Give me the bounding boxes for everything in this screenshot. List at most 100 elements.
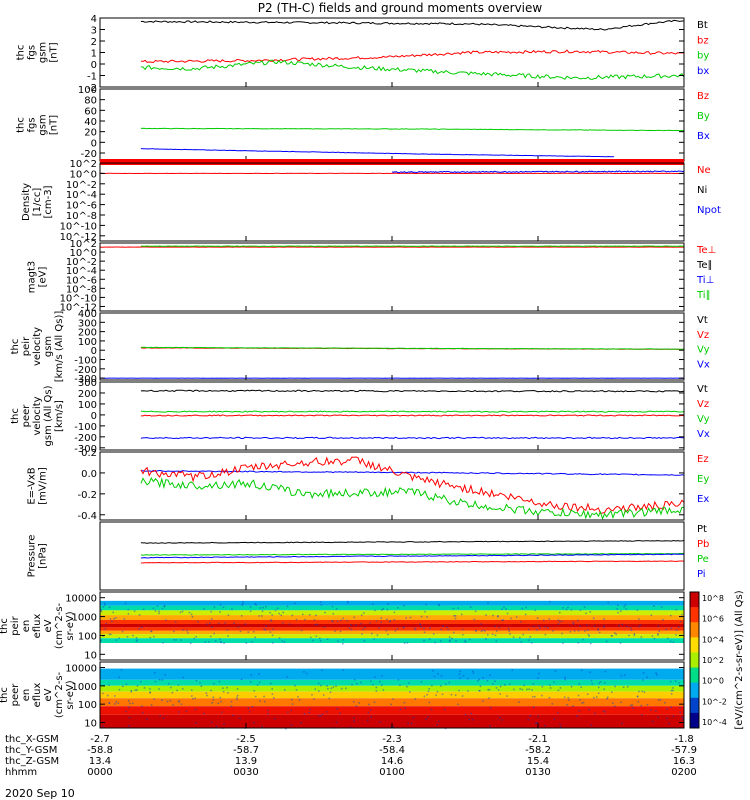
heatmap-speckle [212, 696, 215, 698]
heatmap-speckle [222, 606, 225, 609]
heatmap-speckle [306, 672, 308, 675]
heatmap-speckle [115, 701, 118, 703]
heatmap-speckle [572, 621, 574, 624]
heatmap-speckle [363, 640, 366, 642]
heatmap-speckle [460, 613, 463, 616]
heatmap-speckle [510, 617, 512, 620]
y-tick-label: 10^-12 [60, 232, 97, 243]
heatmap-speckle [528, 688, 530, 690]
y-tick-label: -1 [87, 72, 97, 83]
heatmap-speckle [112, 611, 114, 614]
heatmap-speckle [136, 639, 139, 641]
heatmap-speckle [447, 628, 449, 631]
heatmap-speckle [319, 639, 322, 642]
heatmap-speckle [436, 724, 438, 726]
heatmap-speckle [122, 685, 124, 688]
heatmap-speckle [681, 613, 683, 616]
y-axis-label-line: magt3 [27, 261, 38, 294]
heatmap-speckle [210, 635, 212, 638]
y-axis-label-line: E=-VxB [27, 467, 38, 504]
heatmap-speckle [642, 679, 644, 681]
y-axis-label-line: (cm^2-s- [54, 671, 65, 718]
ephemeris-value: 0200 [671, 767, 696, 778]
heatmap-speckle [577, 619, 579, 622]
ephemeris-value: -57.9 [671, 745, 697, 756]
heatmap-speckle [210, 721, 213, 723]
heatmap-speckle [515, 616, 518, 618]
colorbar-segment [690, 697, 699, 714]
heatmap-speckle [428, 638, 431, 640]
heatmap-speckle [175, 639, 177, 641]
y-axis-label-line: thc [0, 618, 10, 634]
heatmap-speckle [670, 693, 673, 695]
heatmap-band [100, 600, 684, 606]
heatmap-speckle [283, 641, 286, 643]
heatmap-speckle [469, 606, 472, 608]
heatmap-speckle [428, 701, 431, 704]
heatmap-speckle [578, 683, 580, 685]
heatmap-speckle [491, 633, 494, 636]
heatmap-speckle [581, 702, 583, 704]
heatmap-speckle [302, 613, 304, 616]
ephemeris-value: -58.4 [379, 745, 405, 756]
heatmap-speckle [153, 698, 156, 700]
heatmap-speckle [270, 682, 272, 685]
ephemeris-row-label: thc_Y-GSM [5, 745, 57, 756]
heatmap-speckle [403, 701, 406, 704]
series-Pe [140, 552, 685, 556]
y-tick-label: -100 [74, 356, 97, 367]
heatmap-speckle [513, 688, 515, 691]
heatmap-speckle [195, 680, 198, 682]
heatmap-speckle [670, 689, 673, 692]
heatmap-speckle [360, 614, 363, 617]
heatmap-speckle [153, 671, 156, 674]
heatmap-speckle [141, 705, 143, 707]
heatmap-speckle [616, 608, 619, 610]
heatmap-speckle [180, 639, 182, 641]
y-axis-label-line: [1/cc] [32, 188, 43, 217]
heatmap-speckle [657, 633, 659, 635]
heatmap-speckle [335, 685, 337, 687]
heatmap-speckle [627, 686, 629, 688]
heatmap-speckle [577, 694, 580, 697]
y-tick-label: -300 [74, 444, 97, 455]
heatmap-speckle [453, 615, 455, 617]
y-axis-label-line: en [21, 689, 32, 702]
heatmap-speckle [534, 695, 536, 698]
heatmap-speckle [620, 610, 622, 612]
legend-Te∥: Te∥ [696, 260, 713, 271]
heatmap-speckle [142, 608, 145, 611]
heatmap-speckle [124, 602, 127, 605]
series-by [140, 59, 685, 80]
heatmap-speckle [650, 614, 653, 617]
heatmap-speckle [523, 684, 525, 686]
heatmap-speckle [213, 632, 215, 635]
heatmap-speckle [541, 694, 543, 697]
legend-Ey: Ey [697, 474, 709, 485]
legend-Te⊥: Te⊥ [696, 245, 716, 256]
heatmap-speckle [632, 707, 634, 709]
heatmap-speckle [288, 623, 291, 625]
heatmap-speckle [672, 715, 675, 718]
heatmap-speckle [679, 707, 681, 709]
heatmap-speckle [219, 640, 222, 643]
heatmap-speckle [589, 671, 591, 674]
heatmap-speckle [379, 721, 382, 723]
y-tick-label: 100 [78, 400, 97, 411]
series-Pi [140, 553, 685, 559]
heatmap-speckle [499, 716, 501, 719]
heatmap-speckle [355, 705, 358, 707]
series-Vx [140, 436, 684, 440]
ephemeris-value: -2.3 [382, 734, 402, 745]
colorbar-tick: 10^0 [702, 677, 724, 686]
heatmap-speckle [195, 722, 198, 724]
heatmap-speckle [629, 627, 632, 629]
heatmap-speckle [501, 719, 503, 721]
heatmap-speckle [154, 610, 157, 612]
heatmap-speckle [593, 625, 596, 627]
heatmap-speckle [169, 699, 172, 702]
colorbar-tick: 10^2 [702, 656, 724, 665]
heatmap-speckle [249, 606, 252, 608]
heatmap-speckle [300, 629, 303, 632]
y-axis-label-line: [km/s] [54, 400, 65, 432]
